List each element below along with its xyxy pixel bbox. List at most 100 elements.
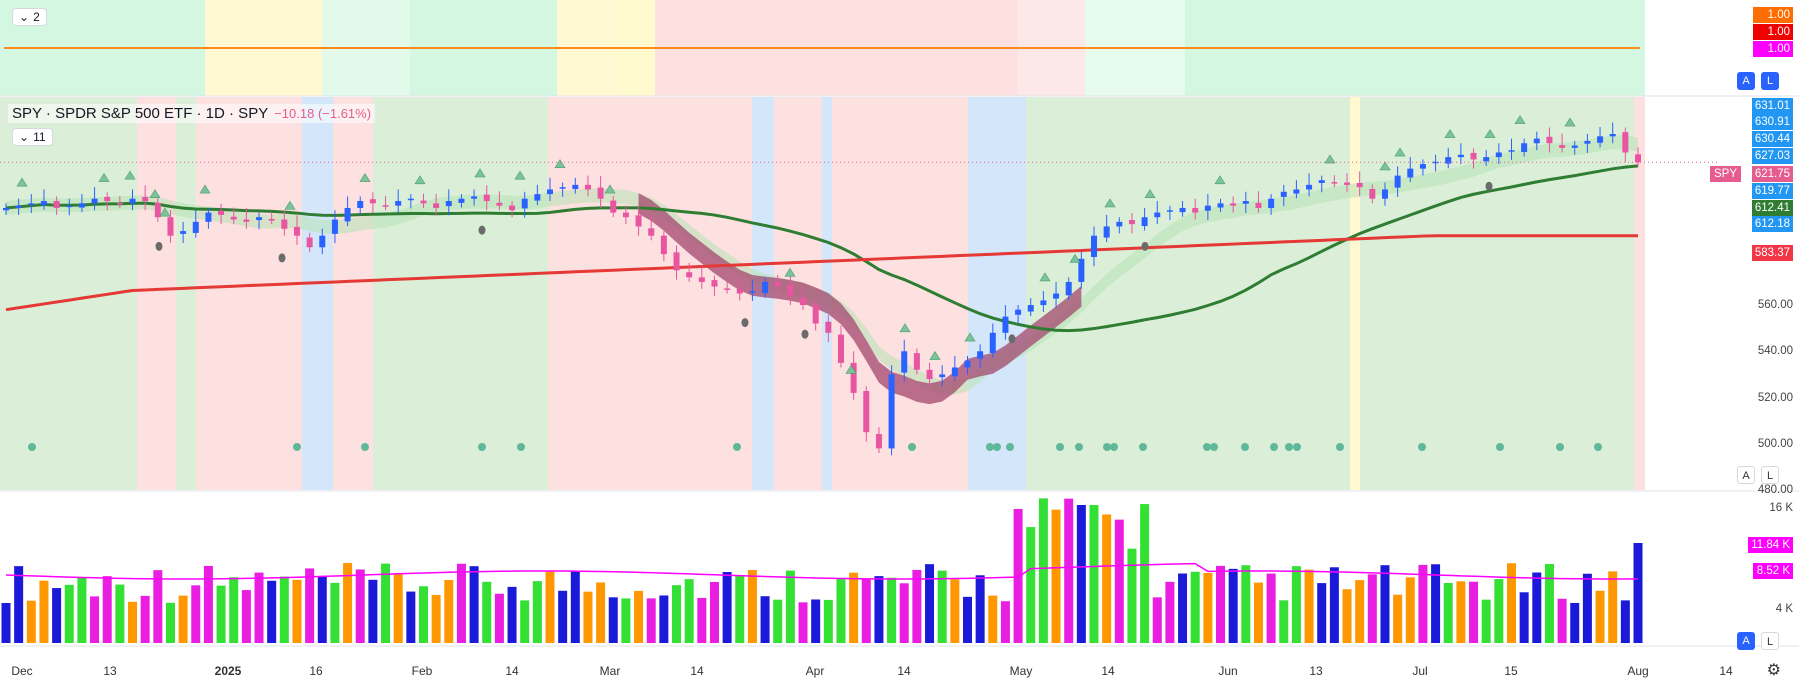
buy-signal-triangle-6	[284, 200, 296, 210]
candle-body-26	[331, 219, 338, 234]
volume-bar-126	[1595, 590, 1605, 643]
buy-signal-triangle-3	[149, 189, 161, 199]
candle-body-63	[800, 297, 807, 306]
signal-dot-5	[733, 443, 741, 451]
candle-body-110	[1394, 175, 1401, 188]
volume-bar-74	[937, 570, 947, 643]
volume-bar-62	[785, 570, 795, 643]
volume-bar-66	[836, 579, 846, 643]
volume-bar-51	[646, 598, 656, 643]
indicator-count-label: 11	[33, 130, 46, 144]
volume-value-label: 11.84 K	[1748, 537, 1793, 553]
autoscale-button-pane3[interactable]: A	[1737, 632, 1755, 650]
volume-bar-54	[684, 579, 694, 643]
candle-body-8	[104, 196, 111, 202]
volume-bar-119	[1506, 563, 1516, 643]
volume-bar-109	[1380, 565, 1390, 643]
signal-dot-8	[993, 443, 1001, 451]
x-axis-label: Jun	[1218, 664, 1238, 678]
signal-dot-6	[908, 443, 916, 451]
volume-bar-3	[39, 580, 49, 643]
volume-bar-18	[229, 577, 239, 643]
autoscale-button-pane1[interactable]: A	[1737, 72, 1755, 90]
regime-band-11	[832, 97, 968, 490]
buy-signal-triangle-18	[1039, 272, 1051, 282]
sell-signal-dot-3	[741, 318, 749, 328]
candle-body-113	[1432, 161, 1439, 164]
volume-bar-31	[393, 574, 403, 643]
log-scale-button-pane3[interactable]: L	[1761, 632, 1779, 650]
buy-signal-triangle-22	[1214, 175, 1226, 185]
indicator-value-magenta: 1.00	[1753, 41, 1793, 57]
buy-signal-triangle-9	[474, 168, 486, 178]
candle-body-18	[230, 216, 237, 220]
signal-dot-17	[1241, 443, 1249, 451]
price-change: −10.18 (−1.61%)	[274, 106, 372, 121]
buy-signal-triangle-13	[784, 267, 796, 277]
candle-body-32	[407, 198, 414, 201]
volume-bar-72	[912, 569, 922, 643]
volume-bar-85	[1076, 505, 1086, 643]
volume-bar-113	[1431, 564, 1441, 643]
volume-bar-63	[798, 602, 808, 643]
volume-bar-75	[950, 579, 960, 643]
candle-body-121	[1533, 138, 1540, 144]
pane-collapse-toggle-1[interactable]: ⌄ 2	[12, 8, 47, 26]
volume-bar-36	[456, 563, 466, 643]
regime-band-7	[548, 97, 752, 490]
volume-bar-43	[545, 571, 555, 643]
candle-body-24	[306, 237, 313, 248]
log-scale-button-pane2[interactable]: L	[1761, 466, 1779, 484]
volume-bar-116	[1469, 581, 1479, 643]
volume-bar-29	[368, 579, 378, 643]
volume-bar-10	[128, 601, 138, 643]
candle-body-45	[572, 184, 579, 190]
volume-bar-129	[1633, 543, 1643, 643]
candle-body-21	[268, 219, 275, 221]
buy-signal-triangle-25	[1394, 147, 1406, 157]
gear-icon[interactable]: ⚙	[1766, 662, 1781, 679]
regime-band-14	[1350, 97, 1360, 490]
autoscale-button-pane2[interactable]: A	[1737, 466, 1755, 484]
candle-body-52	[660, 235, 667, 255]
candle-body-68	[863, 391, 870, 433]
volume-bar-57	[722, 571, 732, 643]
volume-bar-95	[1203, 572, 1213, 643]
volume-bar-12	[153, 570, 163, 643]
x-axis-label: Mar	[599, 664, 621, 678]
candle-body-39	[496, 202, 503, 206]
symbol-legend[interactable]: SPY · SPDR S&P 500 ETF · 1D · SPY −10.18 …	[8, 104, 376, 123]
candle-body-104	[1318, 180, 1325, 183]
x-axis-label: 13	[1309, 664, 1323, 678]
volume-bar-15	[191, 585, 201, 643]
buy-signal-triangle-8	[414, 175, 426, 185]
volume-bar-128	[1620, 600, 1630, 643]
candle-body-94	[1192, 207, 1199, 213]
volume-bar-28	[355, 569, 365, 643]
signal-dot-9	[1006, 443, 1014, 451]
volume-bar-104	[1317, 583, 1327, 643]
x-axis-label: 13	[103, 664, 117, 678]
volume-bar-64	[811, 599, 821, 643]
buy-signal-triangle-17	[964, 332, 976, 342]
volume-bar-110	[1393, 594, 1403, 643]
volume-bar-81	[1026, 527, 1036, 643]
signal-dot-13	[1110, 443, 1118, 451]
candle-body-127	[1609, 133, 1616, 137]
buy-signal-triangle-27	[1484, 129, 1496, 138]
candle-body-30	[382, 205, 389, 207]
volume-bar-23	[292, 579, 302, 643]
candle-body-72	[913, 353, 920, 370]
buy-signal-triangle-0	[16, 177, 28, 187]
buy-signal-triangle-29	[1564, 117, 1576, 127]
volume-bar-88	[1114, 519, 1124, 643]
candle-body-124	[1571, 145, 1578, 148]
volume-bar-14	[178, 595, 188, 643]
volume-bar-41	[520, 600, 530, 643]
log-scale-button-pane1[interactable]: L	[1761, 72, 1779, 90]
volume-bar-47	[596, 582, 606, 643]
pane-collapse-toggle-2[interactable]: ⌄ 11	[12, 128, 53, 146]
volume-bar-106	[1342, 589, 1352, 643]
candle-body-58	[736, 288, 743, 294]
